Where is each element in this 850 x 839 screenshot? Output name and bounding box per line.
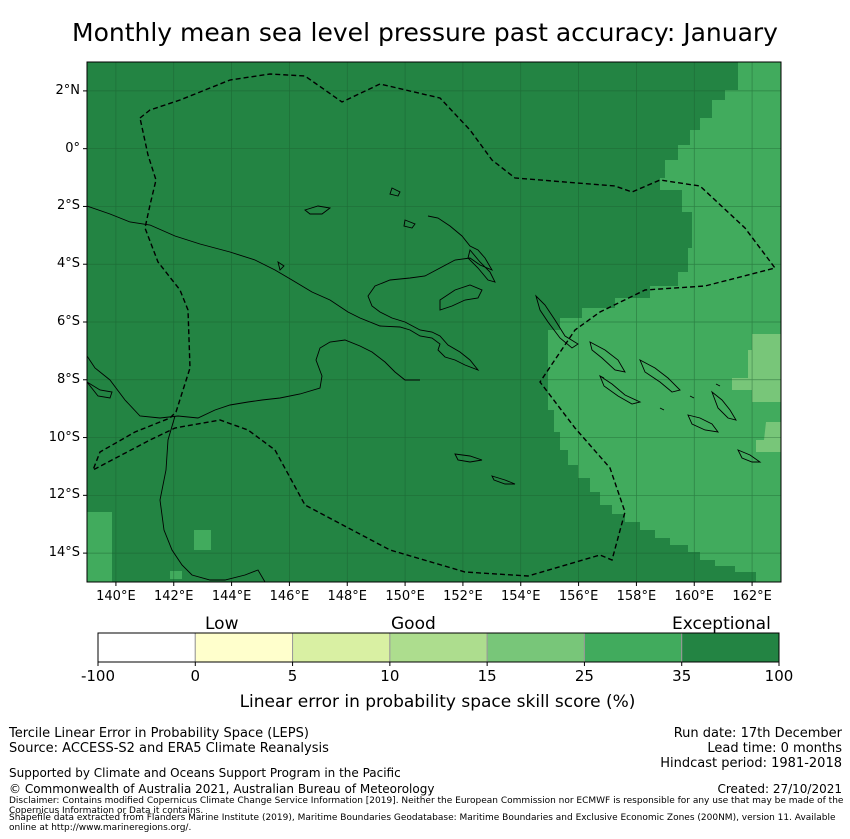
colorbar-segment (97, 632, 196, 663)
colorbar-segment (292, 632, 391, 663)
band-15-25-region (732, 334, 781, 402)
colorbar-tick-label: 25 (574, 667, 594, 685)
new-guinea-south (87, 339, 420, 419)
eez-boundary (91, 73, 777, 577)
lat-tick-label: 0° (65, 140, 80, 156)
run-date-label: Run date: 17th December (673, 726, 842, 741)
d-entrecasteaux (454, 453, 483, 463)
lat-tick-label: 10°S (48, 429, 80, 445)
lon-tick-label: 142°E (153, 589, 194, 604)
category-good-label: Good (391, 614, 436, 634)
shapefile-credit-text: Shapefile data extracted from Flanders M… (9, 813, 836, 833)
manus (304, 205, 332, 215)
bougainville (535, 294, 579, 349)
lon-tick-label: 160°E (674, 589, 715, 604)
hindcast-label: Hindcast period: 1981-2018 (660, 756, 842, 771)
louisiade (491, 475, 516, 485)
category-low-label: Low (205, 614, 239, 634)
colorbar-segment (194, 632, 294, 663)
colorbar (97, 632, 780, 666)
lon-tick-label: 146°E (269, 589, 310, 604)
colorbar-tick-label: -100 (80, 667, 116, 685)
created-label: Created: 27/10/2021 (717, 782, 842, 796)
colorbar-tick-label: 5 (287, 667, 298, 685)
copyright-label: © Commonwealth of Australia 2021, Austra… (9, 782, 435, 796)
solomons-3 (599, 374, 642, 405)
skill-field (87, 62, 781, 582)
colorbar-title: Linear error in probability space skill … (239, 692, 636, 712)
new-guinea-coast (87, 205, 494, 372)
colorbar-frame (97, 632, 780, 663)
colorbar-tick-label: 100 (764, 667, 794, 685)
lon-tick-label: 140°E (96, 589, 136, 604)
small-islands (599, 375, 721, 411)
solomons-5 (711, 390, 737, 421)
category-exceptional-label: Exceptional (672, 614, 771, 634)
solomons-2 (639, 359, 681, 393)
source-label: Source: ACCESS-S2 and ERA5 Climate Reana… (9, 741, 329, 756)
colorbar-tick-label: 15 (477, 667, 497, 685)
lon-tick-label: 162°E (732, 589, 772, 604)
leps-label: Tercile Linear Error in Probability Spac… (9, 726, 309, 741)
coastlines (87, 187, 762, 582)
colorbar-segment (486, 632, 585, 663)
lat-tick-label: 14°S (48, 545, 80, 561)
map-title: Monthly mean sea level pressure past acc… (72, 18, 778, 47)
lead-time-label: Lead time: 0 months (707, 741, 842, 756)
lat-tick-label: 2°N (55, 82, 81, 98)
new-britain (439, 284, 483, 311)
bismarck-isles (277, 187, 416, 271)
colorbar-tick-label: 35 (672, 667, 692, 685)
frederik-hendrik (87, 381, 113, 399)
lat-tick-label: 6°S (56, 314, 80, 329)
lon-tick-label: 148°E (327, 589, 368, 604)
vanuatu-1 (737, 449, 762, 463)
lat-tick-label: 2°S (56, 198, 80, 214)
band-15-25-region-2 (756, 422, 781, 452)
colorbar-segment (681, 632, 780, 663)
lon-tick-label: 150°E (385, 589, 425, 604)
supported-label: Supported by Climate and Oceans Support … (9, 766, 401, 780)
disclaimer-text: Disclaimer: Contains modified Copernicus… (9, 796, 844, 816)
west-patch (87, 512, 112, 582)
lat-tick-label: 4°S (56, 256, 80, 272)
solomons-4 (687, 414, 720, 433)
west-patch-2 (194, 530, 211, 550)
colorbar-segment (389, 632, 488, 663)
lat-tick-label: 12°S (48, 487, 80, 503)
new-ireland (467, 249, 496, 283)
lon-tick-label: 152°E (443, 589, 483, 604)
lat-tick-label: 8°S (56, 371, 80, 387)
colorbar-tick-label: 10 (380, 667, 400, 685)
west-patch-3 (170, 571, 182, 579)
lon-tick-label: 154°E (500, 589, 541, 604)
colorbar-tick-label: 0 (190, 667, 201, 685)
lon-tick-label: 156°E (558, 589, 599, 604)
colorbar-segment (583, 632, 683, 663)
lon-tick-label: 158°E (616, 589, 657, 604)
solomons-1 (589, 341, 626, 373)
cape-york (159, 415, 266, 582)
lon-tick-label: 144°E (211, 589, 252, 604)
